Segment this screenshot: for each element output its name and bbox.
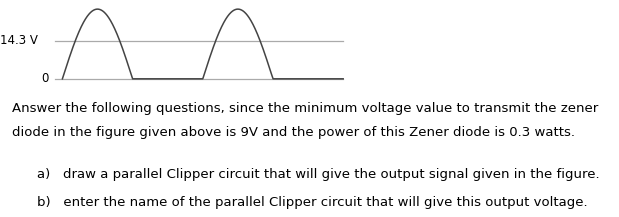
Text: a)   draw a parallel Clipper circuit that will give the output signal given in t: a) draw a parallel Clipper circuit that …	[37, 168, 599, 181]
Text: 14.3 V: 14.3 V	[0, 34, 38, 47]
Text: diode in the figure given above is 9V and the power of this Zener diode is 0.3 w: diode in the figure given above is 9V an…	[12, 126, 576, 139]
Text: 0: 0	[41, 72, 48, 85]
Text: b)   enter the name of the parallel Clipper circuit that will give this output v: b) enter the name of the parallel Clippe…	[37, 196, 587, 209]
Text: Answer the following questions, since the minimum voltage value to transmit the : Answer the following questions, since th…	[12, 102, 599, 115]
